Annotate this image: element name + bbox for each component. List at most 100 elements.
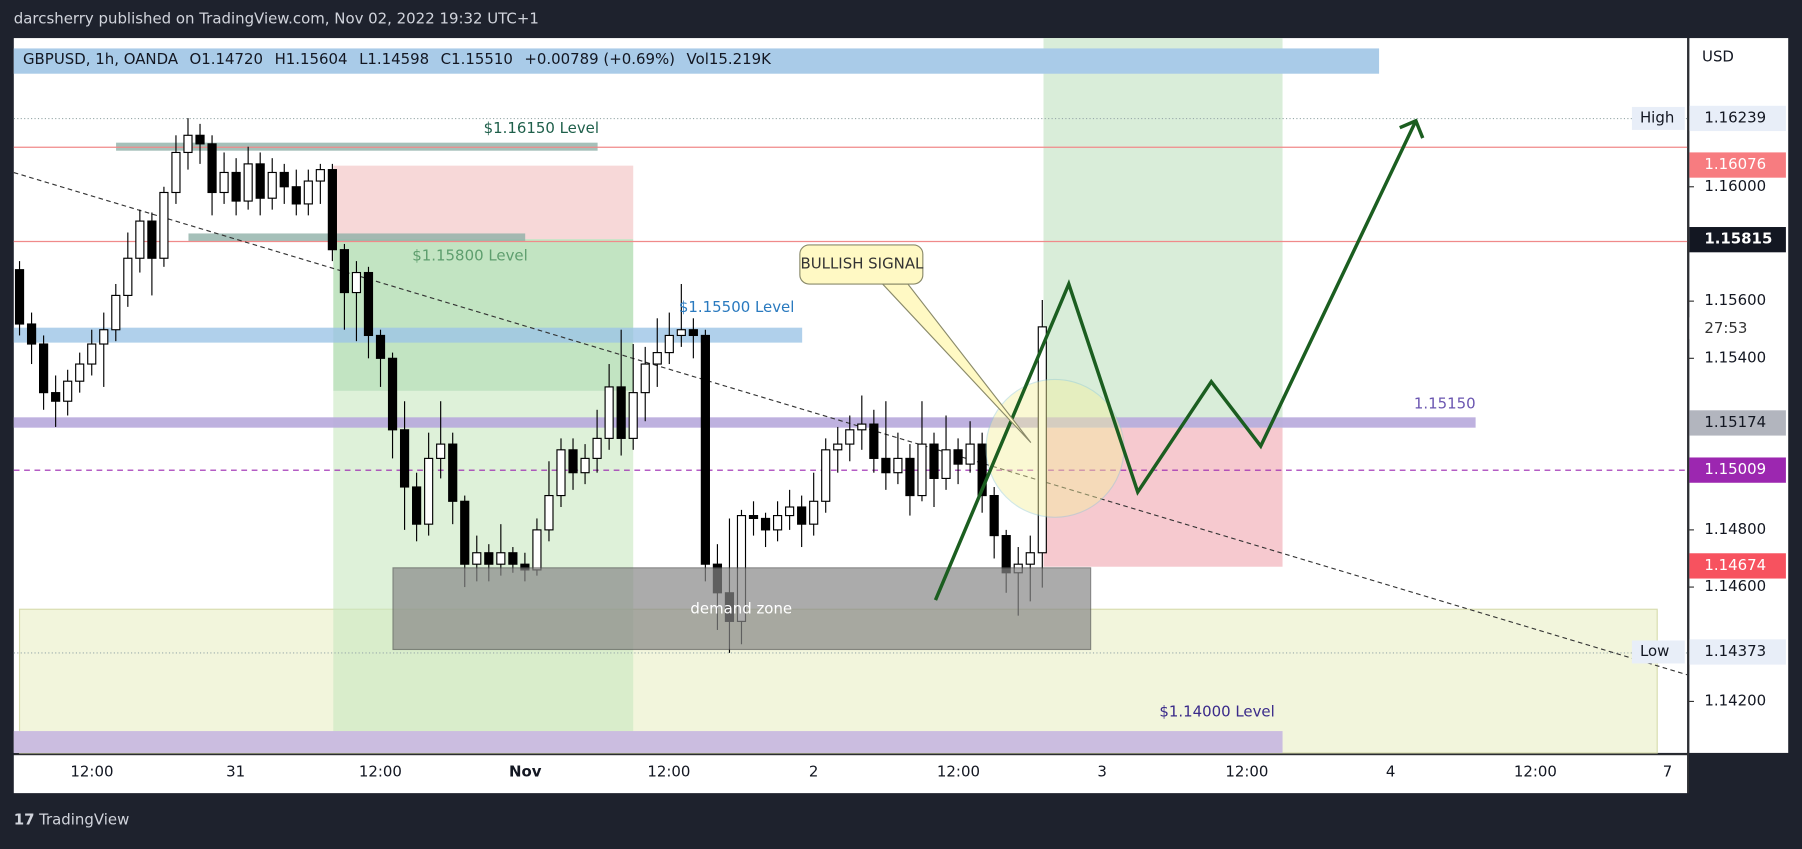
candle-body — [809, 500, 819, 525]
candle-body — [640, 363, 650, 394]
candle-body — [929, 443, 939, 479]
candle-body — [255, 163, 265, 199]
candle-body — [135, 220, 145, 259]
x-tick-label: 7 — [1663, 762, 1673, 780]
level-label: $1.15800 Level — [412, 246, 527, 264]
x-tick-label: 12:00 — [1225, 762, 1268, 780]
price-tag: 1.14373 — [1704, 642, 1766, 660]
demand-zone — [392, 567, 1092, 651]
candle-body — [652, 352, 662, 365]
x-tick-label: 12:00 — [937, 762, 980, 780]
price-tag: 1.14674 — [1704, 556, 1766, 574]
candle-body — [472, 552, 482, 565]
candle-body — [339, 249, 350, 294]
candle-body — [760, 517, 771, 531]
candle-body — [147, 220, 157, 259]
time-axis — [13, 755, 1688, 794]
candle-body — [748, 515, 759, 520]
candle-body — [291, 186, 301, 205]
candle-body — [387, 357, 398, 431]
candle-body — [424, 457, 434, 525]
legend-item: C1.15510 — [441, 50, 513, 68]
candle-body — [1025, 552, 1035, 565]
candle-body — [989, 494, 999, 537]
trend-line — [13, 171, 1688, 676]
candle-body — [267, 171, 277, 199]
candle-body — [460, 500, 470, 565]
legend-bg — [13, 48, 1380, 74]
candle-body — [953, 449, 963, 465]
callout-text: BULLISH SIGNAL — [800, 254, 924, 272]
candle-body — [676, 329, 686, 337]
zone-label: demand zone — [690, 599, 792, 617]
candle-body — [568, 449, 578, 474]
candle-body — [171, 151, 181, 194]
candles — [14, 118, 1047, 653]
y-tick-label: 1.15400 — [1704, 348, 1766, 366]
x-tick-label: 12:00 — [359, 762, 402, 780]
price-tag-name: High — [1640, 108, 1674, 126]
candle-body — [592, 437, 602, 459]
candle-body — [845, 429, 855, 445]
candle-body — [219, 171, 229, 194]
overlays: demand zone BULLISH SIGNAL GBPUSD, 1h, O… — [13, 38, 1759, 794]
legend-symbol: GBPUSD, 1h, OANDA — [23, 50, 179, 68]
price-tag: 1.15009 — [1704, 460, 1766, 478]
candle-body — [87, 343, 97, 365]
candle-body — [159, 191, 169, 259]
logo: 17 — [14, 811, 35, 829]
candle-body — [508, 552, 518, 565]
candle-body — [881, 457, 891, 474]
level-box — [13, 731, 1283, 753]
candle-body — [375, 334, 386, 359]
stop-zone — [1043, 427, 1283, 567]
candle-body — [965, 443, 975, 465]
candle-body — [183, 134, 193, 154]
x-tick-label: 4 — [1386, 762, 1396, 780]
level-label: $1.14000 Level — [1159, 703, 1274, 721]
candle-body — [797, 506, 807, 525]
price-tag-bg — [1689, 553, 1786, 579]
candle-body — [532, 529, 542, 571]
candle-body — [917, 443, 927, 497]
price-tag-bg — [1689, 639, 1786, 665]
publisher: darcsherry published on TradingView.com,… — [14, 10, 539, 28]
y-tick-label: 1.14800 — [1704, 520, 1766, 538]
candle-body — [785, 506, 795, 517]
candle-body — [399, 429, 410, 488]
axis-unit: USD — [1702, 48, 1734, 66]
x-tick-label: 12:00 — [1514, 762, 1557, 780]
candle-body — [1001, 535, 1011, 574]
candle-body — [436, 443, 446, 459]
candle-body — [857, 423, 867, 431]
candle-body — [941, 449, 951, 479]
legend: GBPUSD, 1h, OANDA O1.14720 H1.15604 L1.1459… — [23, 50, 772, 68]
legend-item: Vol15.219K — [687, 50, 773, 68]
price-tag-name-bg — [1631, 640, 1685, 664]
candle-body — [111, 294, 121, 331]
y-tick-label: 1.15600 — [1704, 291, 1766, 309]
candle-body — [303, 180, 313, 205]
level-box — [13, 417, 1476, 428]
price-tag: 1.16239 — [1704, 108, 1766, 126]
price-tag-bg — [1689, 457, 1786, 483]
price-tag-bg — [1689, 152, 1786, 178]
candle-body — [580, 457, 590, 474]
legend-item: L1.14598 — [359, 50, 429, 68]
candle-body — [821, 449, 831, 502]
x-tick-label: 31 — [226, 762, 245, 780]
callout — [799, 244, 924, 285]
price-tag: 1.15815 — [1704, 230, 1772, 248]
price-tag-bg — [1689, 410, 1786, 436]
candle-body — [363, 271, 374, 337]
price-tag-name-bg — [1631, 106, 1685, 130]
candle-body — [544, 494, 554, 531]
target-zone — [1043, 38, 1283, 428]
brand: TradingView — [38, 811, 129, 829]
price-tag-bg — [1689, 105, 1786, 132]
candle-body — [556, 449, 566, 497]
candle-body — [700, 334, 710, 565]
countdown-bg — [1689, 317, 1759, 340]
candle-body — [484, 552, 494, 565]
candle-body — [195, 134, 205, 145]
